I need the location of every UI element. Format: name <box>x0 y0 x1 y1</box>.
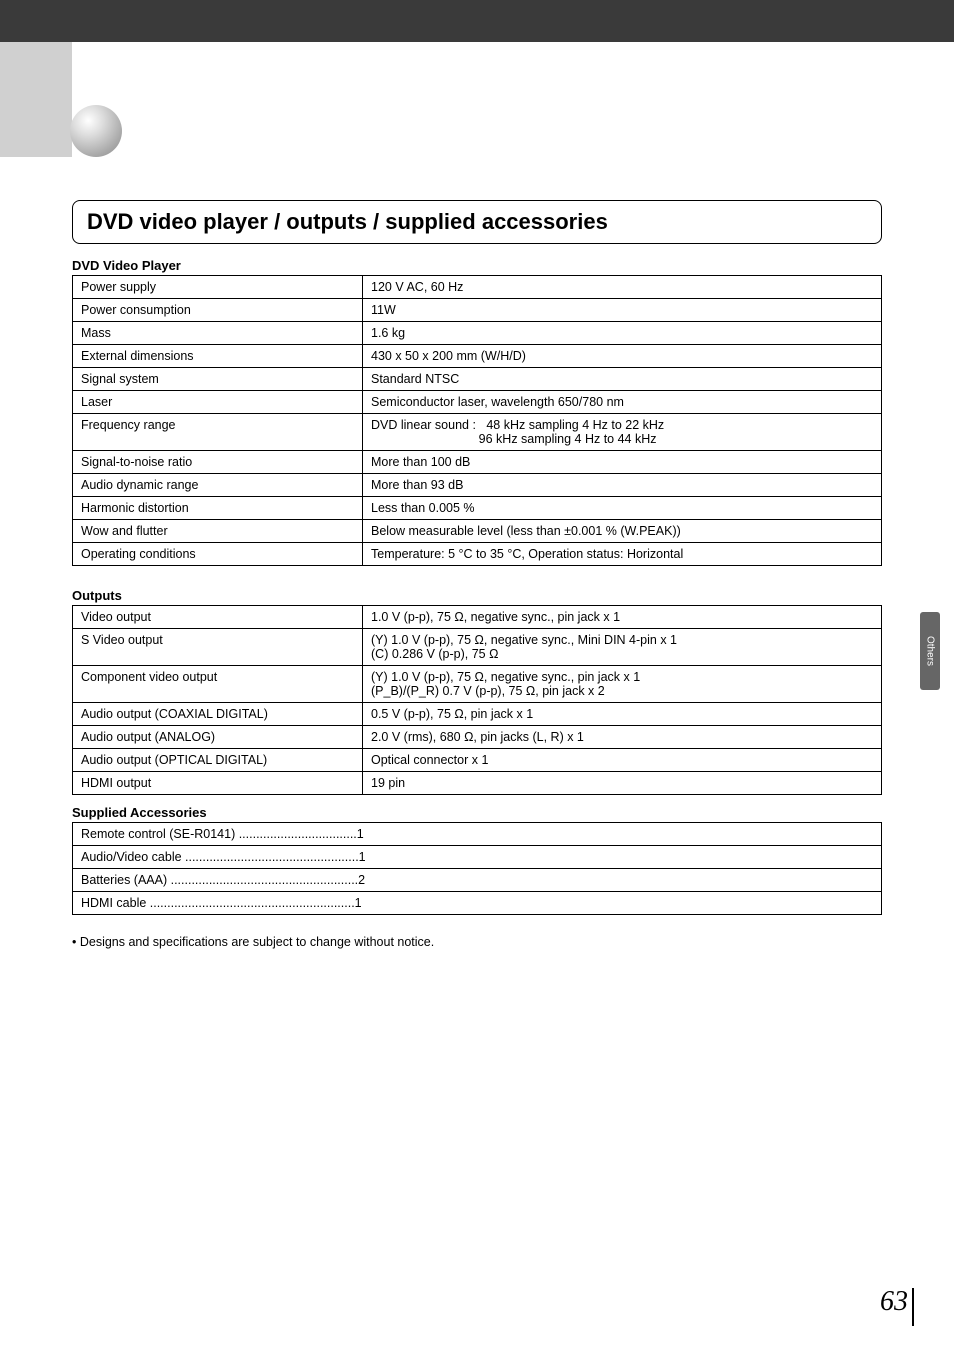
accessory-item: Audio/Video cable ......................… <box>73 846 882 869</box>
spec-value: 430 x 50 x 200 mm (W/H/D) <box>363 345 882 368</box>
table-row: S Video output(Y) 1.0 V (p-p), 75 Ω, neg… <box>73 629 882 666</box>
spec-label: Audio output (COAXIAL DIGITAL) <box>73 703 363 726</box>
spec-label: Mass <box>73 322 363 345</box>
top-bar <box>0 0 954 42</box>
accessory-item: Remote control (SE-R0141) ..............… <box>73 823 882 846</box>
page-number: 63 <box>880 1280 914 1318</box>
accessories-heading: Supplied Accessories <box>72 805 882 820</box>
table-row: Wow and flutterBelow measurable level (l… <box>73 520 882 543</box>
table-row: External dimensions430 x 50 x 200 mm (W/… <box>73 345 882 368</box>
table-row: Operating conditionsTemperature: 5 °C to… <box>73 543 882 566</box>
sphere-decoration <box>70 105 122 157</box>
spec-value: 0.5 V (p-p), 75 Ω, pin jack x 1 <box>363 703 882 726</box>
spec-value: (Y) 1.0 V (p-p), 75 Ω, negative sync., M… <box>363 629 882 666</box>
table-row: Audio output (COAXIAL DIGITAL)0.5 V (p-p… <box>73 703 882 726</box>
table-row: Batteries (AAA) ........................… <box>73 869 882 892</box>
page-number-bar <box>912 1288 914 1326</box>
spec-value: Semiconductor laser, wavelength 650/780 … <box>363 391 882 414</box>
table-row: LaserSemiconductor laser, wavelength 650… <box>73 391 882 414</box>
spec-label: Signal system <box>73 368 363 391</box>
spec-value: More than 100 dB <box>363 451 882 474</box>
spec-label: Signal-to-noise ratio <box>73 451 363 474</box>
table-row: Mass1.6 kg <box>73 322 882 345</box>
table-row: Frequency rangeDVD linear sound : 48 kHz… <box>73 414 882 451</box>
spec-label: HDMI output <box>73 772 363 795</box>
spec-label: Audio dynamic range <box>73 474 363 497</box>
spec-value: 1.6 kg <box>363 322 882 345</box>
spec-label: Frequency range <box>73 414 363 451</box>
spec-value: 2.0 V (rms), 680 Ω, pin jacks (L, R) x 1 <box>363 726 882 749</box>
table-row: Audio output (ANALOG)2.0 V (rms), 680 Ω,… <box>73 726 882 749</box>
footnote: • Designs and specifications are subject… <box>72 935 882 949</box>
table-row: Power supply120 V AC, 60 Hz <box>73 276 882 299</box>
spec-label: S Video output <box>73 629 363 666</box>
player-table: Power supply120 V AC, 60 Hz Power consum… <box>72 275 882 566</box>
spec-label: Audio output (OPTICAL DIGITAL) <box>73 749 363 772</box>
spec-value: 120 V AC, 60 Hz <box>363 276 882 299</box>
spec-value: 11W <box>363 299 882 322</box>
accessories-table: Remote control (SE-R0141) ..............… <box>72 822 882 915</box>
side-tab-label: Others <box>925 636 936 666</box>
outputs-heading: Outputs <box>72 588 882 603</box>
table-row: Component video output(Y) 1.0 V (p-p), 7… <box>73 666 882 703</box>
table-row: HDMI cable .............................… <box>73 892 882 915</box>
spec-value: Standard NTSC <box>363 368 882 391</box>
spec-value: 1.0 V (p-p), 75 Ω, negative sync., pin j… <box>363 606 882 629</box>
table-row: Signal systemStandard NTSC <box>73 368 882 391</box>
spec-label: Audio output (ANALOG) <box>73 726 363 749</box>
player-heading: DVD Video Player <box>72 258 882 273</box>
spec-label: Power supply <box>73 276 363 299</box>
spec-value: 19 pin <box>363 772 882 795</box>
table-row: HDMI output19 pin <box>73 772 882 795</box>
spec-value: DVD linear sound : 48 kHz sampling 4 Hz … <box>363 414 882 451</box>
spec-label: Operating conditions <box>73 543 363 566</box>
page-title: DVD video player / outputs / supplied ac… <box>87 209 867 235</box>
spec-label: Video output <box>73 606 363 629</box>
table-row: Harmonic distortionLess than 0.005 % <box>73 497 882 520</box>
spec-label: Harmonic distortion <box>73 497 363 520</box>
table-row: Signal-to-noise ratioMore than 100 dB <box>73 451 882 474</box>
spec-label: External dimensions <box>73 345 363 368</box>
table-row: Remote control (SE-R0141) ..............… <box>73 823 882 846</box>
spec-value: Less than 0.005 % <box>363 497 882 520</box>
table-row: Audio output (OPTICAL DIGITAL)Optical co… <box>73 749 882 772</box>
left-bar <box>0 42 72 157</box>
table-row: Audio dynamic rangeMore than 93 dB <box>73 474 882 497</box>
accessory-item: HDMI cable .............................… <box>73 892 882 915</box>
spec-label: Laser <box>73 391 363 414</box>
spec-value: More than 93 dB <box>363 474 882 497</box>
spec-label: Wow and flutter <box>73 520 363 543</box>
table-row: Power consumption11W <box>73 299 882 322</box>
spec-value: (Y) 1.0 V (p-p), 75 Ω, negative sync., p… <box>363 666 882 703</box>
title-box: DVD video player / outputs / supplied ac… <box>72 200 882 244</box>
main-content: DVD video player / outputs / supplied ac… <box>72 200 882 949</box>
table-row: Video output1.0 V (p-p), 75 Ω, negative … <box>73 606 882 629</box>
spec-value: Below measurable level (less than ±0.001… <box>363 520 882 543</box>
table-row: Audio/Video cable ......................… <box>73 846 882 869</box>
spec-value: Optical connector x 1 <box>363 749 882 772</box>
outputs-table: Video output1.0 V (p-p), 75 Ω, negative … <box>72 605 882 795</box>
page-number-value: 63 <box>880 1286 908 1317</box>
side-tab: Others <box>920 612 940 690</box>
spec-value: Temperature: 5 °C to 35 °C, Operation st… <box>363 543 882 566</box>
accessory-item: Batteries (AAA) ........................… <box>73 869 882 892</box>
spec-label: Power consumption <box>73 299 363 322</box>
spec-label: Component video output <box>73 666 363 703</box>
